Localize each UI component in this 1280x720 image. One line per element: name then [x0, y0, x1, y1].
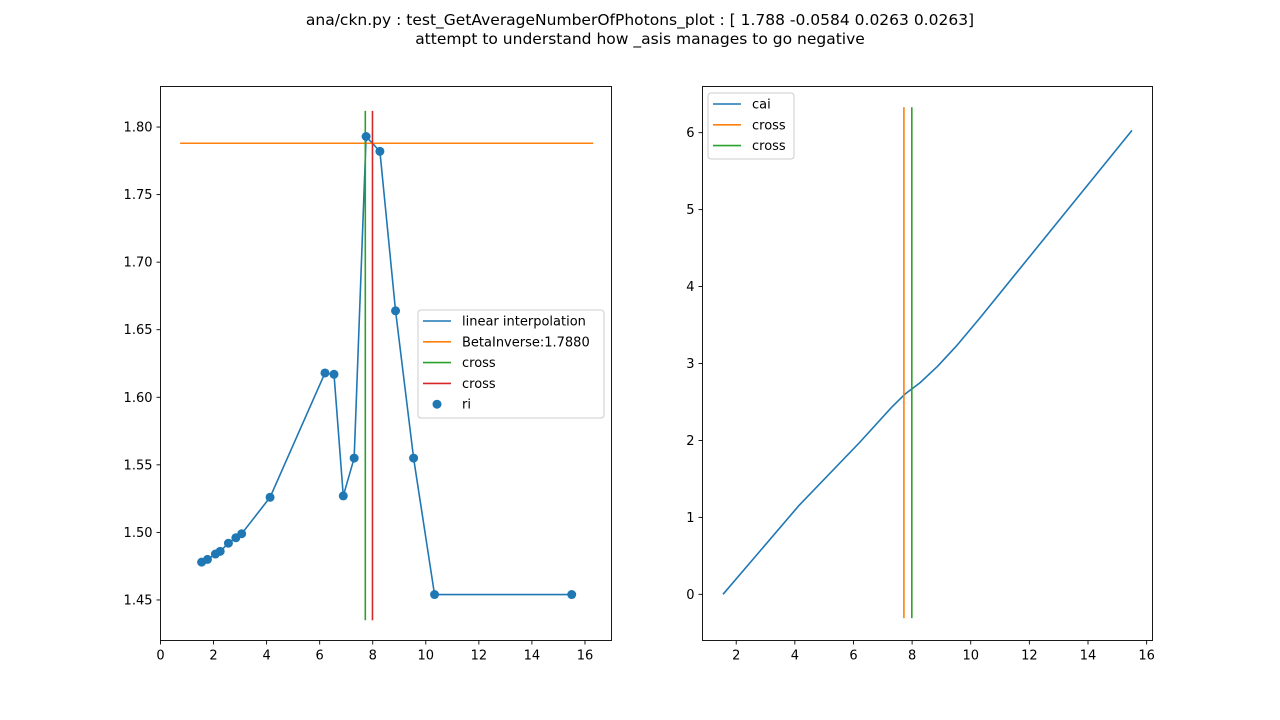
legend-box: [707, 92, 795, 160]
legend: cai cross cross: [707, 92, 795, 160]
y-tick-label: 1: [686, 511, 694, 526]
legend: linear interpolation BetaInverse:1.7880 cr…: [417, 309, 605, 419]
legend-marker: [432, 399, 442, 409]
scatter-point: [202, 554, 212, 564]
x-tick-label: 10: [962, 649, 979, 664]
axes-frame: [160, 86, 612, 641]
x-tick-label: 10: [418, 649, 435, 664]
x-tick-label: 16: [577, 649, 594, 664]
x-tick-label: 4: [791, 649, 799, 664]
scatter-point: [430, 590, 440, 600]
legend-label: cai: [752, 98, 771, 113]
scatter-point: [391, 306, 401, 316]
scatter-point: [361, 131, 371, 141]
y-tick-label: 1.50: [124, 526, 153, 541]
y-tick-label: 0: [686, 588, 694, 603]
legend-label: cross: [462, 356, 496, 371]
x-tick-label: 12: [471, 649, 488, 664]
y-tick-label: 1.75: [124, 188, 153, 203]
figure-title-line2: attempt to understand how _asis manages …: [415, 30, 865, 48]
y-tick-label: 1.60: [124, 391, 153, 406]
legend-label: cross: [462, 377, 496, 392]
y-tick-label: 4: [686, 280, 694, 295]
legend-label: ri: [462, 398, 471, 413]
scatter-point: [409, 453, 419, 463]
y-tick-label: 1.70: [124, 256, 153, 271]
scatter-point: [567, 590, 577, 600]
x-tick-label: 16: [1138, 649, 1155, 664]
y-tick-label: 5: [686, 203, 694, 218]
series-line-0: [722, 129, 1133, 595]
x-tick-label: 8: [908, 649, 916, 664]
x-tick-label: 0: [156, 649, 164, 664]
scatter-point: [320, 368, 330, 378]
scatter-point: [375, 146, 385, 156]
legend-label: cross: [752, 139, 786, 154]
y-tick-label: 1.55: [124, 458, 153, 473]
x-tick-label: 2: [209, 649, 217, 664]
legend-label: cross: [752, 118, 786, 133]
x-tick-label: 4: [262, 649, 270, 664]
y-tick-label: 1.45: [124, 593, 153, 608]
legend-label: linear interpolation: [462, 315, 586, 330]
legend-box: [417, 309, 605, 419]
scatter-point: [223, 538, 233, 548]
x-tick-label: 2: [732, 649, 740, 664]
left-axes: 0 2 4 6 8 10 12 14 16 1.45 1.50 1.55 1.60 1.65 1.70 1.7…: [124, 86, 612, 664]
scatter-point: [329, 369, 339, 379]
scatter-point: [237, 529, 247, 539]
axes-frame: [702, 86, 1153, 641]
y-tick-label: 1.65: [124, 323, 153, 338]
x-tick-label: 12: [1021, 649, 1038, 664]
x-tick-label: 14: [1080, 649, 1097, 664]
y-tick-label: 3: [686, 357, 694, 372]
x-tick-label: 8: [369, 649, 377, 664]
scatter-point: [265, 492, 275, 502]
scatter-point: [338, 491, 348, 501]
figure-title-line1: ana/ckn.py : test_GetAverageNumberOfPhot…: [305, 11, 975, 29]
x-tick-label: 14: [524, 649, 541, 664]
scatter-point: [349, 453, 359, 463]
x-tick-label: 6: [849, 649, 857, 664]
x-tick-label: 6: [316, 649, 324, 664]
y-tick-label: 2: [686, 434, 694, 449]
y-tick-label: 6: [686, 126, 694, 141]
scatter-point: [215, 546, 225, 556]
legend-label: BetaInverse:1.7880: [462, 335, 590, 350]
y-tick-label: 1.80: [124, 121, 153, 136]
